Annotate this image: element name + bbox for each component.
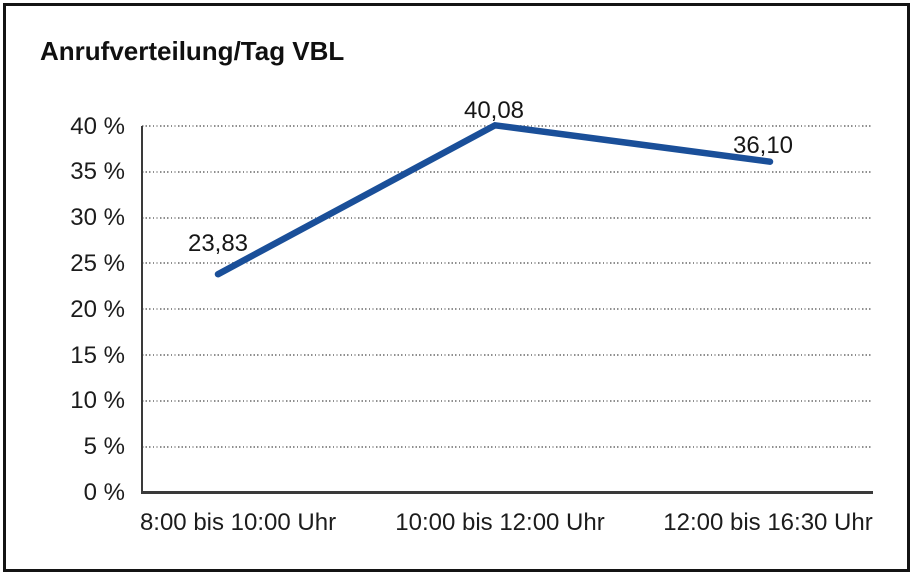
gridline-30 — [142, 216, 873, 219]
y-tick-label: 20 % — [70, 295, 125, 323]
y-tick-label: 10 % — [70, 387, 125, 415]
gridline-20 — [142, 308, 873, 311]
data-point-label: 23,83 — [187, 230, 249, 258]
x-axis-line — [142, 490, 873, 494]
y-axis-line — [141, 126, 143, 494]
gridline-35 — [142, 170, 873, 173]
x-tick-label: 12:00 bis 16:30 Uhr — [663, 509, 873, 536]
y-tick-label: 40 % — [70, 112, 125, 140]
data-point-label: 40,08 — [463, 97, 525, 125]
y-tick-label: 0 % — [83, 479, 125, 506]
y-tick-label: 5 % — [83, 433, 125, 461]
y-tick-label: 35 % — [70, 158, 125, 186]
gridline-15 — [142, 354, 873, 357]
y-tick-label: 25 % — [70, 249, 125, 277]
chart-title: Anrufverteilung/Tag VBL — [40, 36, 345, 66]
x-tick-label: 10:00 bis 12:00 Uhr — [395, 509, 605, 536]
gridline-10 — [142, 399, 873, 402]
data-point-label: 36,10 — [732, 131, 794, 159]
data-line-series — [214, 121, 774, 278]
gridline-5 — [142, 445, 873, 448]
y-tick-label: 30 % — [70, 204, 125, 232]
x-tick-label: 8:00 bis 10:00 Uhr — [139, 509, 337, 536]
gridline-25 — [142, 262, 873, 265]
y-tick-label: 15 % — [70, 341, 125, 369]
